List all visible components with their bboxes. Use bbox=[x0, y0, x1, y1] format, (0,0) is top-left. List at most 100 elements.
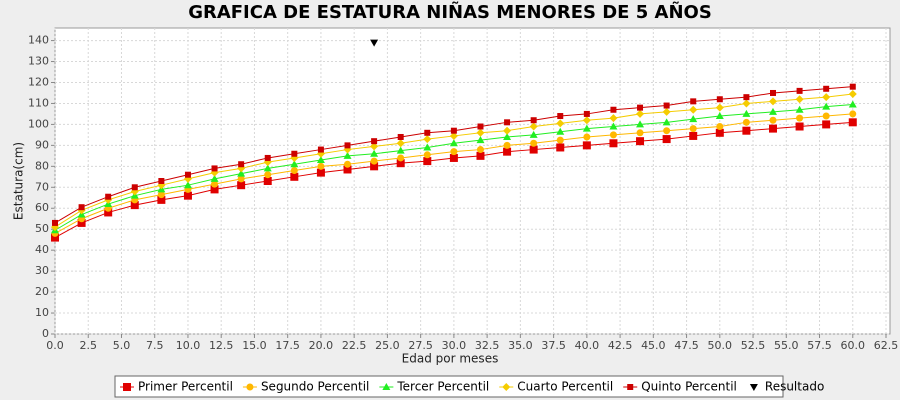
x-tick-label: 20.0 bbox=[309, 339, 334, 352]
marker bbox=[396, 139, 405, 148]
marker bbox=[556, 143, 565, 152]
x-tick-label: 47.5 bbox=[674, 339, 699, 352]
marker bbox=[183, 181, 192, 189]
x-tick-label: 55.0 bbox=[774, 339, 799, 352]
marker bbox=[556, 119, 565, 128]
y-tick-label: 120 bbox=[28, 75, 49, 88]
marker bbox=[450, 148, 458, 156]
marker bbox=[662, 118, 671, 126]
marker bbox=[689, 125, 697, 133]
legend-marker bbox=[627, 384, 634, 390]
x-tick-label: 42.5 bbox=[608, 339, 633, 352]
chart-title: GRAFICA DE ESTATURA NIÑAS MENORES DE 5 A… bbox=[188, 0, 712, 23]
x-tick-label: 2.5 bbox=[79, 339, 97, 352]
marker bbox=[849, 110, 857, 118]
marker bbox=[822, 102, 831, 110]
marker bbox=[370, 39, 379, 47]
marker bbox=[316, 168, 325, 177]
marker bbox=[78, 204, 85, 211]
x-tick-label: 5.0 bbox=[113, 339, 131, 352]
legend-label: Segundo Percentil bbox=[261, 380, 369, 394]
marker bbox=[795, 105, 804, 113]
marker bbox=[371, 138, 378, 145]
y-tick-label: 10 bbox=[35, 306, 49, 319]
marker bbox=[582, 124, 591, 132]
marker bbox=[822, 112, 830, 120]
marker bbox=[158, 178, 165, 184]
marker bbox=[556, 136, 564, 144]
marker bbox=[449, 139, 458, 147]
marker bbox=[663, 127, 671, 135]
legend-label: Resultado bbox=[765, 380, 824, 394]
marker bbox=[689, 115, 698, 123]
y-tick-label: 70 bbox=[35, 180, 49, 193]
marker bbox=[609, 139, 618, 148]
marker bbox=[397, 133, 404, 140]
marker bbox=[450, 127, 457, 134]
y-tick-label: 100 bbox=[28, 117, 49, 130]
marker bbox=[264, 154, 271, 161]
x-tick-label: 57.5 bbox=[807, 339, 832, 352]
marker bbox=[848, 90, 857, 99]
marker bbox=[477, 123, 484, 130]
marker bbox=[742, 99, 751, 108]
marker bbox=[636, 109, 645, 118]
marker bbox=[317, 146, 324, 153]
marker bbox=[795, 95, 804, 104]
x-tick-label: 62.5 bbox=[874, 339, 899, 352]
y-tick-label: 90 bbox=[35, 138, 49, 151]
x-tick-label: 10.0 bbox=[176, 339, 201, 352]
marker bbox=[504, 119, 511, 126]
legend-marker bbox=[246, 383, 254, 391]
marker bbox=[396, 146, 405, 154]
marker bbox=[768, 97, 777, 106]
x-tick-label: 60.0 bbox=[841, 339, 866, 352]
marker bbox=[583, 110, 590, 117]
marker bbox=[184, 171, 191, 178]
marker bbox=[211, 180, 219, 188]
marker bbox=[529, 130, 538, 138]
marker bbox=[715, 112, 724, 120]
marker bbox=[823, 85, 830, 92]
marker bbox=[690, 98, 697, 105]
marker bbox=[263, 177, 272, 185]
marker bbox=[609, 122, 618, 130]
x-tick-label: 32.5 bbox=[475, 339, 500, 352]
marker bbox=[689, 105, 698, 114]
marker bbox=[769, 116, 777, 124]
marker bbox=[423, 151, 431, 159]
legend-label: Quinto Percentil bbox=[641, 380, 737, 394]
marker bbox=[290, 167, 298, 175]
marker bbox=[423, 157, 432, 166]
marker bbox=[423, 135, 432, 144]
marker bbox=[849, 83, 856, 90]
marker bbox=[52, 219, 58, 226]
x-tick-label: 22.5 bbox=[342, 339, 367, 352]
marker bbox=[715, 128, 724, 137]
marker bbox=[636, 129, 644, 137]
marker bbox=[556, 127, 565, 135]
marker bbox=[423, 143, 432, 151]
y-tick-label: 140 bbox=[28, 34, 49, 47]
marker bbox=[211, 165, 218, 172]
marker bbox=[609, 114, 618, 123]
marker bbox=[343, 165, 352, 174]
marker bbox=[663, 102, 670, 109]
marker bbox=[848, 118, 857, 127]
x-tick-label: 15.0 bbox=[242, 339, 267, 352]
legend-marker bbox=[502, 383, 511, 391]
marker bbox=[210, 174, 219, 182]
marker bbox=[476, 136, 485, 144]
marker bbox=[237, 181, 246, 190]
marker bbox=[449, 131, 458, 140]
marker bbox=[424, 129, 431, 136]
marker bbox=[768, 124, 777, 133]
marker bbox=[476, 151, 485, 160]
marker bbox=[742, 109, 751, 117]
marker bbox=[715, 103, 724, 112]
marker bbox=[237, 169, 246, 177]
marker bbox=[264, 171, 272, 179]
marker bbox=[77, 218, 86, 227]
x-tick-label: 52.5 bbox=[741, 339, 766, 352]
y-tick-label: 0 bbox=[42, 327, 49, 340]
